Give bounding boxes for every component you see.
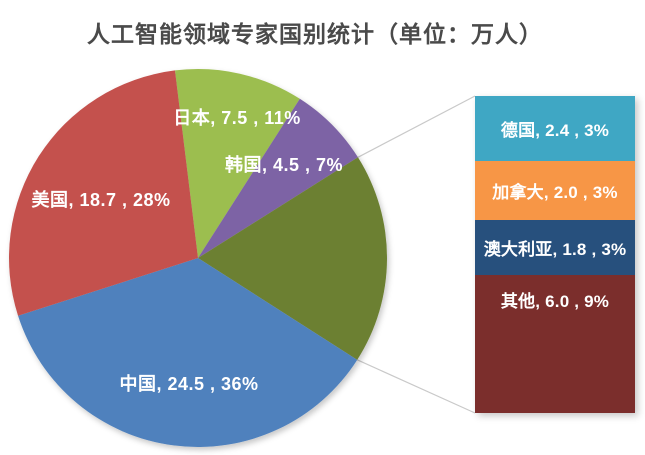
- pie-slices-group: [9, 69, 387, 447]
- pie-slice-korea: [198, 98, 358, 258]
- bar-segment-other-label: 其他, 6.0 , 9%: [500, 292, 610, 312]
- bar-segment-australia: 澳大利亚, 1.8 , 3%: [475, 219, 635, 276]
- bar-segment-canada-label: 加拿大, 2.0 , 3%: [492, 183, 618, 203]
- bar-segment-germany: 德国, 2.4 , 3%: [475, 96, 635, 162]
- connector-lines: [356, 95, 476, 414]
- bar-segment-germany-label: 德国, 2.4 , 3%: [500, 121, 610, 141]
- connector-line-top: [357, 95, 476, 158]
- bar-segment-other: 其他, 6.0 , 9%: [475, 275, 635, 413]
- bar-segment-australia-label: 澳大利亚, 1.8 , 3%: [483, 240, 627, 260]
- bar-segment-canada: 加拿大, 2.0 , 3%: [475, 161, 635, 220]
- pie-slice-japan: [174, 69, 300, 258]
- chart-title: 人工智能领域专家国别统计（单位：万人）: [87, 21, 543, 47]
- connector-line-bottom: [356, 359, 476, 414]
- pie-slice-other-group: [198, 157, 387, 360]
- pie-slice-china: [18, 258, 358, 447]
- breakout-bar: 德国, 2.4 , 3% 加拿大, 2.0 , 3% 澳大利亚, 1.8 , 3…: [475, 96, 635, 413]
- pie-slice-usa: [9, 70, 199, 316]
